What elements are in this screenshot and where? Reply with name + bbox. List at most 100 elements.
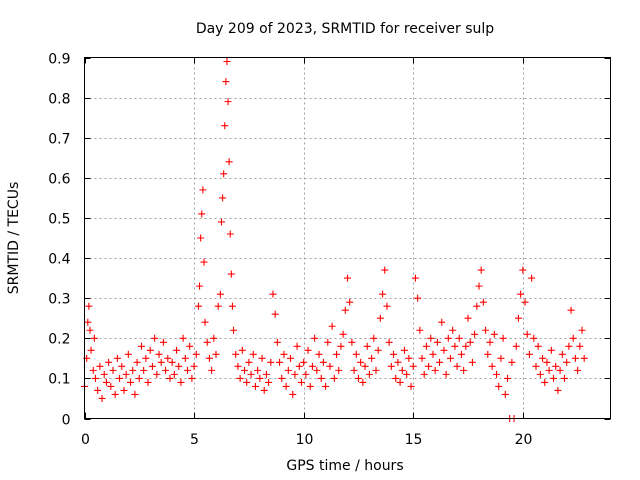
data-point xyxy=(267,358,275,366)
data-point xyxy=(276,358,284,366)
data-point xyxy=(258,354,266,362)
data-point xyxy=(116,374,124,382)
data-point xyxy=(205,354,213,362)
data-point xyxy=(383,302,391,310)
data-point xyxy=(232,350,240,358)
data-point xyxy=(228,302,236,310)
data-point xyxy=(236,374,244,382)
data-point xyxy=(198,210,206,218)
chart-title: Day 209 of 2023, SRMTID for receiver sul… xyxy=(196,21,494,37)
data-point xyxy=(385,338,393,346)
data-point xyxy=(324,338,332,346)
data-point xyxy=(503,374,511,382)
data-point xyxy=(484,350,492,358)
data-point xyxy=(173,346,181,354)
data-point xyxy=(552,362,560,370)
data-point xyxy=(512,342,520,350)
data-point xyxy=(197,234,205,242)
y-tick-label: 0.2 xyxy=(48,332,70,348)
data-point xyxy=(530,334,538,342)
data-point xyxy=(120,386,128,394)
plot-frame xyxy=(84,57,611,419)
data-point xyxy=(554,386,562,394)
data-point xyxy=(482,326,490,334)
data-point xyxy=(177,378,185,386)
data-point xyxy=(251,382,259,390)
data-point xyxy=(199,186,207,194)
data-point xyxy=(254,366,262,374)
data-point xyxy=(477,266,485,274)
data-point xyxy=(523,330,531,338)
data-point xyxy=(217,218,225,226)
data-point xyxy=(210,334,218,342)
data-point xyxy=(344,274,351,282)
data-point xyxy=(140,366,148,374)
data-point xyxy=(135,374,143,382)
data-point xyxy=(409,362,417,370)
data-point xyxy=(144,378,152,386)
data-point xyxy=(238,346,246,354)
data-point xyxy=(341,306,349,314)
data-point xyxy=(122,370,130,378)
data-point xyxy=(558,350,566,358)
y-tick-label: 0.8 xyxy=(48,92,70,108)
data-point xyxy=(560,374,568,382)
data-point xyxy=(514,314,522,322)
data-point xyxy=(273,338,281,346)
data-point xyxy=(418,354,426,362)
data-point xyxy=(392,374,400,382)
x-tick-label: 5 xyxy=(190,432,199,448)
data-point xyxy=(159,338,167,346)
data-point xyxy=(94,386,102,394)
data-point xyxy=(148,362,156,370)
data-point xyxy=(449,326,457,334)
data-point xyxy=(556,366,564,374)
data-point xyxy=(222,78,230,86)
data-point xyxy=(394,358,402,366)
data-point xyxy=(407,382,415,390)
data-point xyxy=(532,362,540,370)
data-point xyxy=(333,350,341,358)
data-point xyxy=(175,362,183,370)
data-point xyxy=(142,354,150,362)
data-point xyxy=(105,358,113,366)
data-point xyxy=(372,366,380,374)
data-point xyxy=(221,122,229,130)
data-point xyxy=(260,386,268,394)
data-point xyxy=(519,266,527,274)
data-point xyxy=(234,362,242,370)
data-point xyxy=(374,346,382,354)
data-point xyxy=(400,346,408,354)
data-point xyxy=(354,374,362,382)
data-point xyxy=(89,366,97,374)
data-point xyxy=(528,274,536,282)
data-point xyxy=(330,374,338,382)
axis-ticks xyxy=(84,57,611,420)
data-point xyxy=(488,362,496,370)
data-point xyxy=(113,354,121,362)
data-point xyxy=(468,358,476,366)
data-point xyxy=(100,370,108,378)
data-point xyxy=(208,366,216,374)
data-point xyxy=(282,382,290,390)
data-point xyxy=(151,334,159,342)
data-point xyxy=(433,338,441,346)
data-point xyxy=(86,326,94,334)
data-point xyxy=(462,342,470,350)
data-point xyxy=(91,374,99,382)
data-point xyxy=(508,358,516,366)
data-point xyxy=(451,342,459,350)
data-point xyxy=(271,310,279,318)
data-point xyxy=(501,390,509,398)
data-point xyxy=(188,374,196,382)
x-axis-label: GPS time / hours xyxy=(286,458,403,474)
data-point xyxy=(567,306,575,314)
data-point xyxy=(308,362,316,370)
data-point xyxy=(227,270,235,278)
data-point xyxy=(109,366,117,374)
data-point xyxy=(495,382,503,390)
data-point xyxy=(196,282,204,290)
data-point xyxy=(466,338,474,346)
data-point xyxy=(370,334,378,342)
